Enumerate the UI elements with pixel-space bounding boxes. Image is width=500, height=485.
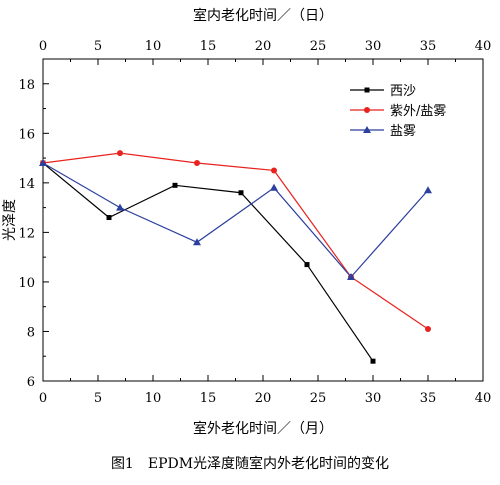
data-point-triangle	[116, 203, 124, 211]
x-tick-label-top: 35	[420, 39, 437, 54]
x-tick-label-bottom: 25	[310, 391, 327, 406]
series-line	[42, 152, 429, 330]
series-triangle	[39, 159, 432, 280]
data-point-square	[172, 182, 178, 188]
data-point-circle	[425, 325, 431, 332]
data-point-triangle	[347, 272, 355, 280]
x-tick-label-top: 25	[310, 39, 327, 54]
data-point-triangle	[363, 126, 371, 133]
y-tick-label: 8	[27, 325, 35, 340]
x-tick-label-top: 40	[475, 39, 492, 54]
data-point-circle	[194, 160, 200, 167]
x-tick-label-top: 10	[145, 39, 162, 54]
x-axis-top-title: 室内老化时间／（日）	[193, 7, 333, 24]
figure-caption: 图1 EPDM光泽度随室内外老化时间的变化	[111, 455, 389, 472]
series-layer	[39, 150, 432, 364]
series-line	[42, 162, 429, 278]
x-tick-label-bottom: 35	[420, 391, 437, 406]
x-tick-label-bottom: 10	[145, 391, 162, 406]
x-axis-bottom-title: 室外老化时间／（月）	[193, 420, 333, 437]
data-point-circle	[271, 167, 277, 174]
x-tick-label-top: 20	[255, 39, 272, 54]
data-point-square	[364, 87, 370, 93]
legend-item: 紫外/盐雾	[350, 104, 446, 119]
data-point-square	[238, 190, 244, 196]
y-axis-title: 光泽度	[2, 199, 18, 241]
legend-label: 盐雾	[390, 124, 416, 139]
legend-label: 西沙	[390, 84, 416, 99]
legend-label: 紫外/盐雾	[390, 104, 446, 119]
x-tick-label-top: 5	[94, 39, 102, 54]
data-point-triangle	[270, 183, 278, 191]
data-point-square	[304, 262, 310, 268]
y-tick-label: 10	[18, 276, 35, 291]
x-tick-label-bottom: 5	[94, 391, 102, 406]
legend-item: 盐雾	[350, 124, 416, 139]
y-tick-label: 12	[18, 226, 35, 241]
data-point-square	[106, 215, 112, 221]
x-axis-top: 0 5 10 15 20 25 30 35 40	[39, 39, 491, 65]
y-tick-label: 16	[18, 127, 35, 142]
series-line	[42, 162, 374, 362]
y-tick-label: 6	[27, 375, 35, 390]
data-point-triangle	[39, 159, 47, 167]
legend-item: 西沙	[350, 84, 416, 99]
y-tick-label: 14	[18, 177, 35, 192]
x-tick-label-top: 30	[365, 39, 382, 54]
x-tick-label-top: 0	[39, 39, 47, 54]
data-point-triangle	[424, 186, 432, 194]
x-axis-bottom: 0 5 10 15 20 25 30 35 40	[39, 375, 491, 406]
x-tick-label-bottom: 30	[365, 391, 382, 406]
data-point-triangle	[193, 238, 201, 246]
y-axis: 6 8 10 12 14 16 18	[18, 58, 49, 390]
data-point-square	[370, 358, 376, 364]
data-point-circle	[364, 107, 370, 113]
x-tick-label-bottom: 20	[255, 391, 272, 406]
x-tick-label-bottom: 0	[39, 391, 47, 406]
data-point-circle	[117, 150, 123, 157]
x-tick-label-bottom: 40	[475, 391, 492, 406]
x-tick-label-top: 15	[200, 39, 217, 54]
x-tick-label-bottom: 15	[200, 391, 217, 406]
y-tick-label: 18	[18, 78, 35, 93]
